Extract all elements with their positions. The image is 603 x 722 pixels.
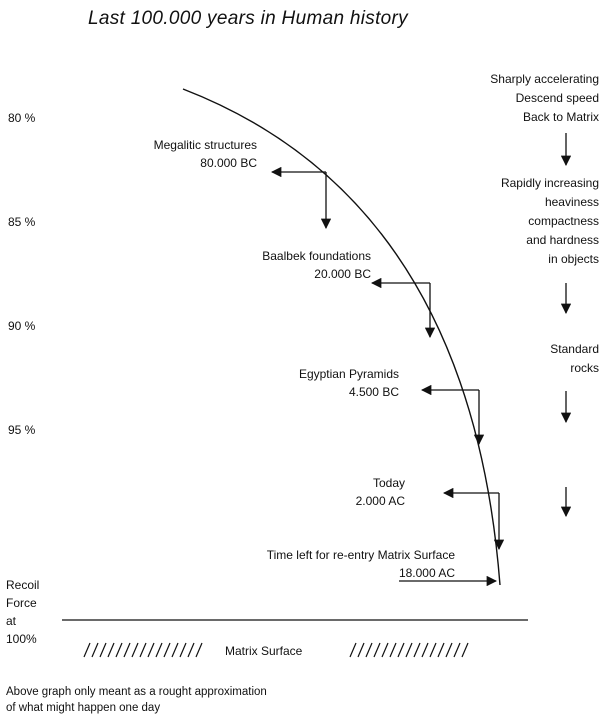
hatch-mark (99, 642, 107, 658)
footnote: Above graph only meant as a rought appro… (6, 684, 267, 716)
hatch-mark (83, 642, 91, 658)
hatch-mark (445, 642, 453, 658)
note-line: Sharply accelerating (490, 72, 599, 86)
footnote-line-2: of what might happen one day (6, 702, 161, 714)
hatch-left (83, 642, 203, 658)
note-line: and hardness (526, 233, 599, 247)
note-line: Back to Matrix (522, 110, 599, 124)
milestone-name: Time left for re-entry Matrix Surface (266, 548, 455, 562)
hatch-mark (429, 642, 437, 658)
right-note-1: Sharply accelerating Descend speed Back … (490, 70, 599, 127)
note-line: heaviness (544, 195, 599, 209)
milestone-arrows-1 (270, 166, 332, 230)
hatch-mark (421, 642, 429, 658)
hatch-mark (91, 642, 99, 658)
right-note-3: Standard rocks (550, 340, 599, 378)
note-line: in objects (548, 252, 599, 266)
note-line: Descend speed (515, 91, 599, 105)
milestone-name: Baalbek foundations (262, 249, 371, 263)
hatch-mark (381, 642, 389, 658)
milestone-label-1: Megalitic structures 80.000 BC (154, 136, 257, 172)
hatch-mark (123, 642, 131, 658)
hatch-mark (389, 642, 397, 658)
recoil-line-2: Force (6, 596, 37, 610)
recoil-line-3: at (6, 614, 17, 628)
note-line: rocks (570, 361, 599, 375)
hatch-mark (107, 642, 115, 658)
milestone-name: Egyptian Pyramids (298, 367, 399, 381)
note-line: compactness (528, 214, 599, 228)
milestone-name: Today (372, 476, 405, 490)
hatch-mark (179, 642, 187, 658)
milestone-date: 18.000 AC (398, 566, 455, 580)
recoil-line-4: 100% (6, 632, 37, 646)
y-tick-90: 90 % (8, 319, 36, 333)
hatch-mark (349, 642, 357, 658)
milestone-date: 80.000 BC (200, 156, 257, 170)
hatch-mark (453, 642, 461, 658)
milestone-arrows-4 (442, 487, 505, 551)
hatch-mark (437, 642, 445, 658)
hatch-mark (131, 642, 139, 658)
note-line: Rapidly increasing (500, 176, 599, 190)
hatch-mark (373, 642, 381, 658)
footnote-line-1: Above graph only meant as a rought appro… (6, 686, 267, 698)
y-tick-95: 95 % (8, 423, 36, 437)
hatch-mark (187, 642, 195, 658)
recoil-line-1: Recoil (6, 578, 40, 592)
hatch-mark (413, 642, 421, 658)
hatch-mark (115, 642, 123, 658)
milestone-date: 2.000 AC (355, 494, 405, 508)
note-line: Standard (550, 342, 599, 356)
milestone-arrows-2 (370, 277, 436, 339)
diagram-title: Last 100.000 years in Human history (88, 8, 408, 29)
y-tick-85: 85 % (8, 215, 36, 229)
hatch-right (349, 642, 469, 658)
milestone-label-3: Egyptian Pyramids 4.500 BC (299, 365, 399, 401)
hatch-mark (461, 642, 469, 658)
hatch-mark (397, 642, 405, 658)
milestone-date: 4.500 BC (348, 385, 399, 399)
milestone-name: Megalitic structures (153, 138, 257, 152)
hatch-mark (171, 642, 179, 658)
hatch-mark (147, 642, 155, 658)
milestone-date: 20.000 BC (314, 267, 371, 281)
milestone-label-5: Time left for re-entry Matrix Surface 18… (267, 546, 455, 582)
matrix-surface-label: Matrix Surface (225, 644, 303, 658)
hatch-mark (365, 642, 373, 658)
y-tick-80: 80 % (8, 111, 36, 125)
hatch-mark (405, 642, 413, 658)
milestone-label-4: Today 2.000 AC (356, 474, 405, 510)
milestone-label-2: Baalbek foundations 20.000 BC (262, 247, 371, 283)
right-note-2: Rapidly increasing heaviness compactness… (501, 174, 599, 269)
hatch-mark (195, 642, 203, 658)
hatch-mark (139, 642, 147, 658)
hatch-mark (357, 642, 365, 658)
milestone-arrows-3 (420, 384, 485, 446)
descent-curve (182, 88, 501, 586)
recoil-force-label: Recoil Force at 100% (6, 576, 39, 648)
hatch-mark (163, 642, 171, 658)
hatch-mark (155, 642, 163, 658)
